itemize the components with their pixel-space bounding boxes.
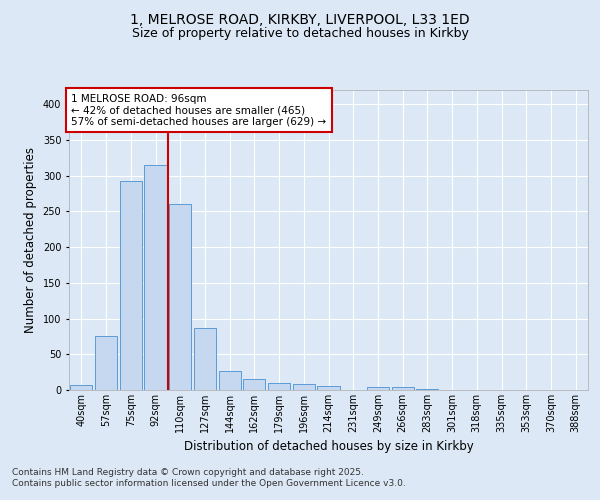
Y-axis label: Number of detached properties: Number of detached properties — [24, 147, 37, 333]
Bar — [317, 386, 340, 390]
Text: Contains HM Land Registry data © Crown copyright and database right 2025.
Contai: Contains HM Land Registry data © Crown c… — [12, 468, 406, 487]
Bar — [243, 378, 265, 390]
Bar — [119, 180, 142, 390]
X-axis label: Distribution of detached houses by size in Kirkby: Distribution of detached houses by size … — [184, 440, 473, 454]
Bar — [145, 165, 167, 390]
Bar — [392, 387, 414, 390]
Bar — [268, 383, 290, 390]
Bar — [218, 370, 241, 390]
Bar — [416, 388, 439, 390]
Bar — [169, 204, 191, 390]
Text: 1, MELROSE ROAD, KIRKBY, LIVERPOOL, L33 1ED: 1, MELROSE ROAD, KIRKBY, LIVERPOOL, L33 … — [130, 12, 470, 26]
Bar — [70, 385, 92, 390]
Text: Size of property relative to detached houses in Kirkby: Size of property relative to detached ho… — [131, 28, 469, 40]
Text: 1 MELROSE ROAD: 96sqm
← 42% of detached houses are smaller (465)
57% of semi-det: 1 MELROSE ROAD: 96sqm ← 42% of detached … — [71, 94, 326, 127]
Bar — [293, 384, 315, 390]
Bar — [194, 328, 216, 390]
Bar — [95, 336, 117, 390]
Bar — [367, 387, 389, 390]
